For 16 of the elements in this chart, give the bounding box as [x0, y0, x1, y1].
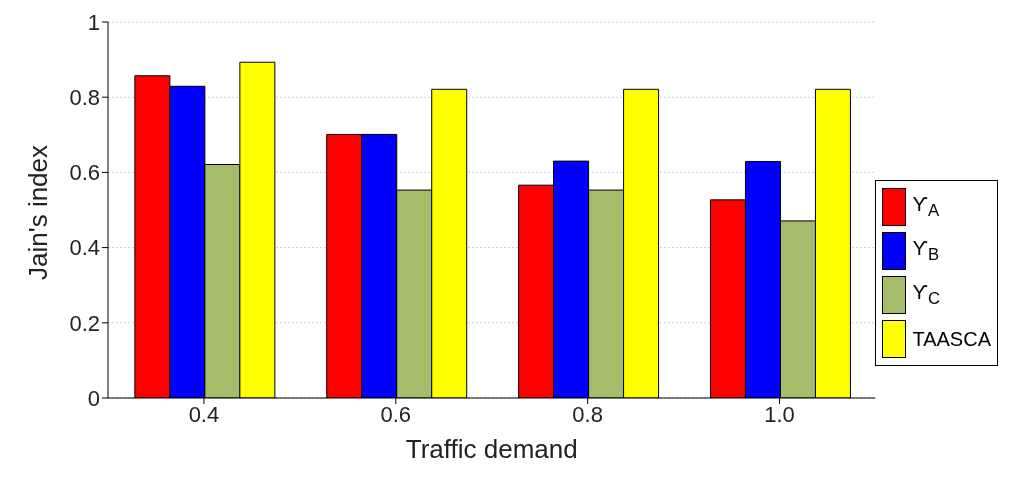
legend-label: ϒ$_{C}$	[912, 281, 940, 309]
legend-label: ϒ$_{A}$	[912, 193, 940, 221]
y-tick-label: 0.6	[69, 160, 100, 186]
y-tick-label: 1	[87, 9, 100, 35]
legend-label: TAASCA	[912, 327, 991, 351]
x-tick-label: 0.6	[380, 401, 412, 427]
y-axis-title: Jain's index	[23, 144, 54, 280]
x-tick-label: 1.0	[764, 401, 795, 427]
x-tick-label: 0.4	[188, 401, 220, 427]
y-tick-label: 0	[87, 385, 100, 411]
y-tick-label: 0.2	[69, 310, 100, 336]
y-tick-label: 0.8	[69, 85, 100, 111]
y-tick-label: 0.4	[69, 235, 100, 261]
legend-label: ϒ$_{B}$	[912, 237, 940, 265]
x-axis-title: Traffic demand	[405, 434, 578, 464]
x-tick-label: 0.8	[572, 401, 603, 427]
